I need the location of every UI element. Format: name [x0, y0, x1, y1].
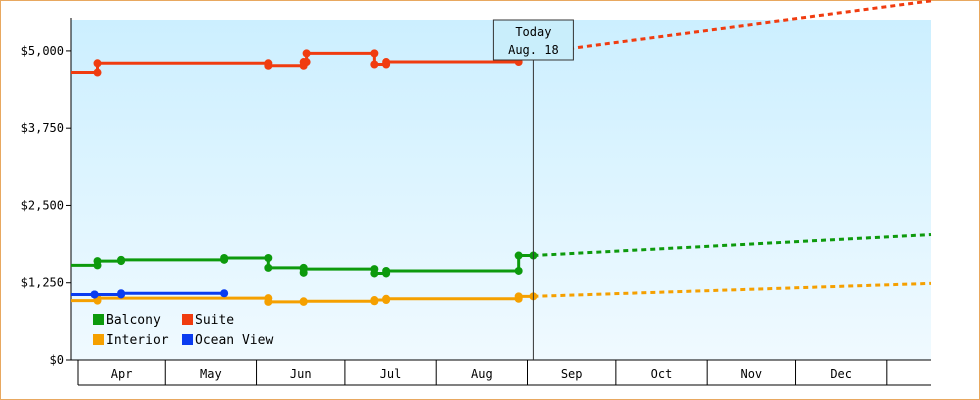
- today-marker: Today Aug. 18: [492, 19, 574, 360]
- data-point: [117, 255, 126, 264]
- series-line: [71, 51, 534, 75]
- legend-swatch: [93, 314, 104, 325]
- y-tick-label: $5,000: [21, 44, 64, 58]
- data-point: [93, 257, 102, 266]
- data-point: [90, 290, 99, 299]
- series-forecast-line: [533, 233, 932, 258]
- legend-label: Ocean View: [195, 333, 273, 348]
- data-point: [370, 296, 379, 305]
- legend-label: Interior: [106, 333, 169, 348]
- data-point: [302, 49, 311, 58]
- legend-label: Balcony: [106, 313, 161, 328]
- legend-swatch: [182, 334, 193, 345]
- x-axis: Apr May Jun Jul Aug Sep Oct Nov Dec: [71, 359, 931, 386]
- data-point: [514, 292, 523, 301]
- series-line: [71, 294, 534, 304]
- x-tick-label-may: May: [200, 367, 222, 381]
- series-forecast-line: [533, 281, 932, 298]
- y-tick-label: $1,250: [21, 276, 64, 290]
- data-point: [264, 254, 273, 262]
- data-point: [370, 60, 379, 69]
- series-forecast-line: [533, 0, 932, 55]
- x-tick-label-aug: Aug: [471, 367, 493, 381]
- series-balcony: [71, 233, 932, 278]
- data-point: [514, 266, 523, 275]
- data-point: [220, 289, 229, 298]
- today-box: [492, 19, 574, 61]
- x-tick-label-jul: Jul: [380, 367, 402, 381]
- data-point: [302, 58, 311, 67]
- today-label: Today: [515, 25, 551, 39]
- y-tick-label: $3,750: [21, 121, 64, 135]
- data-point: [117, 289, 126, 298]
- data-point: [220, 254, 229, 262]
- data-point: [93, 68, 102, 77]
- today-date-label: Aug. 18: [508, 43, 559, 57]
- data-point: [370, 269, 379, 278]
- x-tick-label-apr: Apr: [111, 367, 133, 381]
- legend-item-balcony: Balcony: [93, 313, 161, 328]
- legend-item-suite: Suite: [182, 313, 234, 328]
- series-layer: [71, 0, 932, 306]
- data-point: [382, 58, 391, 67]
- data-point: [264, 263, 273, 272]
- data-point: [382, 266, 391, 275]
- data-point: [370, 49, 379, 58]
- data-point: [299, 297, 308, 306]
- data-point: [93, 59, 102, 68]
- series-ocean-view: [71, 289, 229, 299]
- legend-swatch: [182, 314, 193, 325]
- legend-item-interior: Interior: [93, 333, 169, 348]
- data-point: [514, 251, 523, 260]
- data-point: [382, 294, 391, 303]
- x-tick-label-sep: Sep: [561, 367, 583, 381]
- y-axis: $0 $1,250 $2,500 $3,750 $5,000: [21, 18, 72, 367]
- legend-swatch: [93, 334, 104, 345]
- series-interior: [71, 281, 932, 306]
- y-tick-label: $0: [50, 353, 64, 367]
- legend-label: Suite: [195, 313, 234, 328]
- data-point: [299, 265, 308, 274]
- data-point: [264, 61, 273, 70]
- y-tick-label: $2,500: [21, 198, 64, 212]
- legend-item-ocean-view: Ocean View: [182, 333, 273, 348]
- x-tick-label-jun: Jun: [290, 367, 312, 381]
- x-tick-label-oct: Oct: [651, 367, 673, 381]
- x-tick-label-nov: Nov: [740, 367, 762, 381]
- legend: Balcony Suite Interior Ocean View: [93, 313, 273, 348]
- plot-background: [71, 20, 931, 360]
- x-tick-label-dec: Dec: [830, 367, 852, 381]
- data-point: [264, 297, 273, 306]
